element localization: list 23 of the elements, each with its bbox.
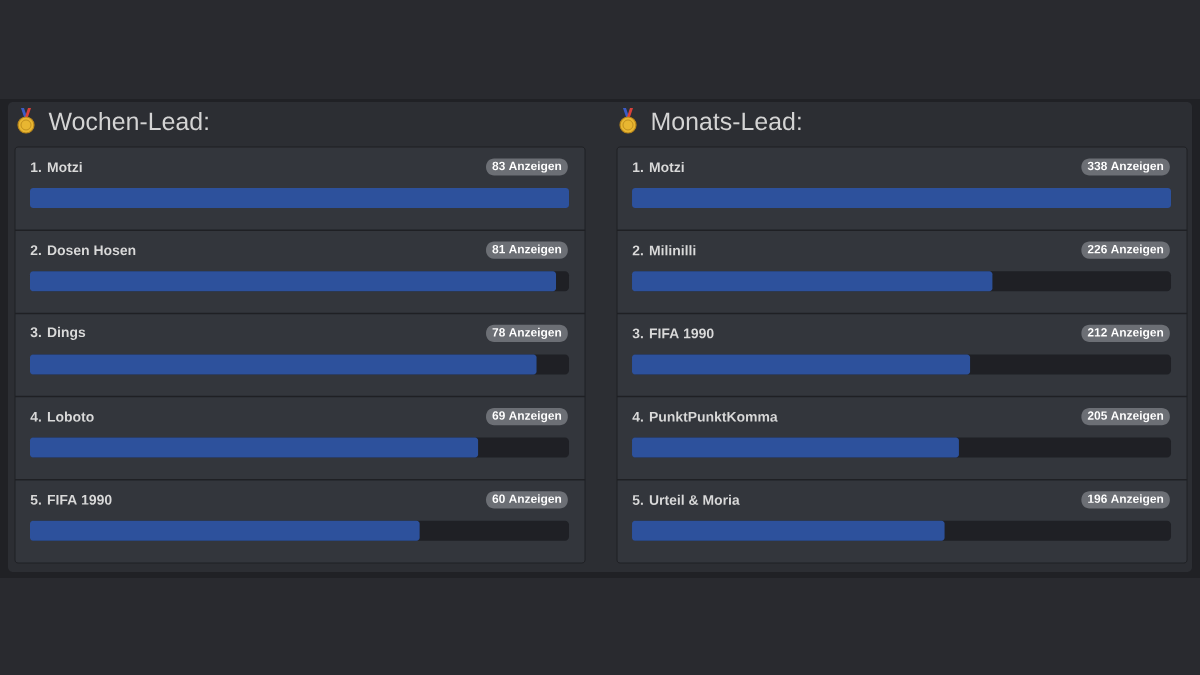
y-tick-label: 4. Loboto	[30, 411, 94, 422]
data-label: 69 Anzeigen	[492, 411, 562, 423]
y-tick-label: 1. Motzi	[31, 161, 82, 173]
y-tick-label: 3. Dings	[30, 326, 86, 340]
y-tick-label: 2. Milinilli	[632, 245, 696, 256]
y-tick-label: 2. Dosen Hosen	[30, 245, 136, 256]
data-label: 81 Anzeigen	[492, 244, 562, 256]
data-label: 205 Anzeigen	[1087, 411, 1164, 423]
y-tick-label: 5. FIFA 1990	[30, 494, 112, 505]
chart-title: Monats-Lead:	[652, 111, 801, 131]
y-tick-label: 4. PunktPunktKomma	[632, 411, 778, 422]
data-label: 196 Anzeigen	[1088, 494, 1164, 506]
data-label: 212 Anzeigen	[1087, 327, 1164, 339]
data-label: 60 Anzeigen	[492, 494, 562, 506]
y-tick-label: 1. Motzi	[633, 161, 684, 173]
data-label: 338 Anzeigen	[1087, 161, 1164, 173]
chart-title: Wochen-Lead:	[48, 111, 208, 131]
data-label: 226 Anzeigen	[1087, 244, 1164, 256]
data-label: 83 Anzeigen	[492, 161, 562, 173]
y-tick-label: 3. FIFA 1990	[632, 328, 714, 339]
bar	[30, 271, 557, 292]
y-tick-label: 5. Urteil & Moria	[632, 494, 740, 505]
data-label: 78 Anzeigen	[492, 327, 562, 339]
